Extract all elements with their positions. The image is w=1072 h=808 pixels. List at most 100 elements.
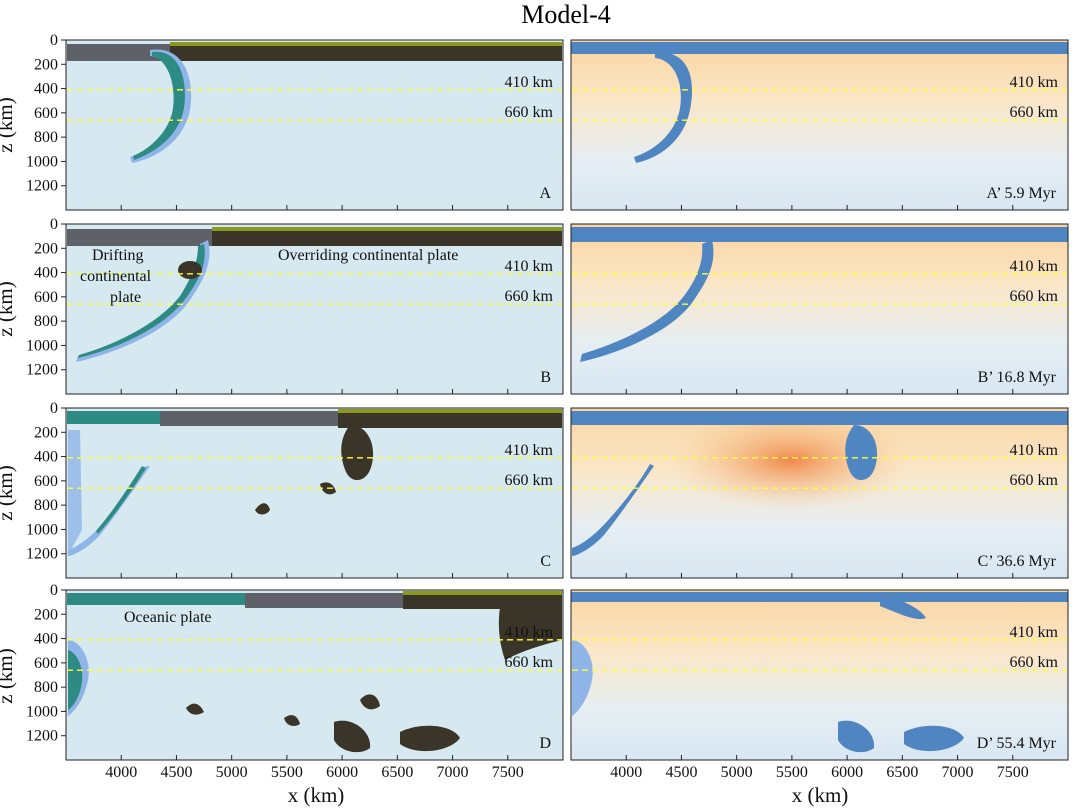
drifting-plate-label-1: Drifting	[92, 247, 144, 264]
y-tick-label: 1000	[26, 521, 58, 538]
panel-b	[65, 223, 564, 395]
drip-e	[360, 694, 380, 710]
depth-label-410: 410 km	[505, 74, 554, 91]
oceanic-plate-shape	[67, 411, 162, 424]
panel-label: B’ 16.8 Myr	[978, 369, 1057, 386]
x-tick-label: 6500	[381, 764, 413, 781]
y-tick-label: 800	[34, 129, 58, 146]
x-tick-label: 4500	[160, 764, 192, 781]
sediment-layer	[212, 227, 562, 231]
cold-drip-a	[838, 720, 875, 753]
y-tick-label: 800	[34, 497, 58, 514]
y-tick-label: 600	[34, 655, 58, 672]
overriding-plate-shape	[212, 229, 562, 246]
cold-lithosphere	[571, 411, 1068, 425]
y-tick-label: 800	[34, 313, 58, 330]
panel-a-prime-frame	[571, 40, 1068, 210]
slab-fringe	[68, 430, 82, 555]
y-tick-label: 200	[34, 240, 58, 257]
drifting-plate-shape	[160, 411, 340, 426]
drip-block	[341, 425, 374, 481]
panel-a-frame	[65, 39, 564, 211]
panel-a-prime	[570, 39, 1069, 211]
y-tick-label: 1000	[26, 703, 58, 720]
x-tick-label: 6500	[886, 764, 918, 781]
depth-label-660: 660 km	[1010, 472, 1059, 489]
sediment-layer	[403, 591, 562, 595]
cold-slab	[880, 596, 926, 620]
drifting-plate-shape	[245, 593, 405, 608]
depth-label-410: 410 km	[1010, 74, 1059, 91]
y-tick-label: 0	[50, 582, 58, 599]
depth-label-410: 410 km	[505, 442, 554, 459]
y-tick-label: 200	[34, 606, 58, 623]
overriding-plate-shape	[338, 411, 562, 428]
depth-label-410: 410 km	[505, 258, 554, 275]
x-tick-label: 7000	[437, 764, 469, 781]
panel-label: B	[540, 369, 551, 386]
cold-slab	[634, 51, 693, 163]
slab-core	[133, 51, 185, 160]
cold-slab-edge	[572, 640, 593, 716]
x-tick-label: 6000	[831, 764, 863, 781]
depth-label-660: 660 km	[1010, 104, 1059, 121]
x-tick-label: 7500	[492, 764, 524, 781]
depth-label-410: 410 km	[505, 624, 554, 641]
x-tick-label: 5500	[776, 764, 808, 781]
y-tick-label: 0	[50, 400, 58, 417]
x-tick-label: 7000	[942, 764, 974, 781]
panel-c-frame	[65, 407, 564, 579]
y-axis-label: z (km)	[0, 648, 17, 703]
x-axis-label: x (km)	[288, 783, 345, 807]
y-tick-label: 1000	[26, 153, 58, 170]
y-tick-label: 1200	[26, 178, 58, 195]
depth-label-660: 660 km	[505, 472, 554, 489]
drifting-plate-shape	[67, 229, 215, 246]
y-tick-label: 0	[50, 216, 58, 233]
depth-label-660: 660 km	[505, 288, 554, 305]
trench-block	[498, 600, 562, 660]
y-tick-label: 600	[34, 289, 58, 306]
panel-b-prime	[570, 223, 1069, 395]
slab-outer	[68, 466, 150, 556]
slab-core	[96, 466, 146, 534]
depth-label-410: 410 km	[1010, 258, 1059, 275]
sediment-layer	[338, 409, 562, 413]
y-tick-label: 200	[34, 56, 58, 73]
panel-b-frame	[65, 223, 564, 395]
overriding-plate-shape	[170, 44, 562, 61]
panel-d-prime-frame	[571, 590, 1068, 760]
panel-label: C’ 36.6 Myr	[978, 553, 1057, 570]
panel-a	[65, 39, 564, 211]
drip-a	[186, 703, 204, 715]
drifting-plate-label-3: plate	[110, 289, 141, 306]
y-axis-label: z (km)	[0, 97, 17, 152]
y-tick-label: 400	[34, 449, 58, 466]
panel-d-prime	[570, 589, 1069, 761]
x-tick-label: 7500	[997, 764, 1029, 781]
y-tick-label: 400	[34, 631, 58, 648]
x-tick-label: 4000	[610, 764, 642, 781]
oceanic-plate-shape	[67, 593, 247, 605]
panel-c	[65, 407, 564, 579]
panel-label: A’ 5.9 Myr	[987, 185, 1057, 202]
oceanic-plate-label: Oceanic plate	[124, 609, 212, 626]
y-tick-label: 800	[34, 679, 58, 696]
panel-label: D’ 55.4 Myr	[977, 735, 1057, 752]
cold-lithosphere	[571, 227, 1068, 242]
y-tick-label: 1000	[26, 337, 58, 354]
cold-slab	[580, 240, 714, 362]
cold-slab	[572, 464, 654, 556]
overriding-plate-shape	[403, 593, 562, 609]
depth-label-410: 410 km	[1010, 442, 1059, 459]
panel-d-frame	[65, 589, 564, 761]
depth-label-410: 410 km	[1010, 624, 1059, 641]
y-tick-label: 0	[50, 32, 58, 49]
slab-core	[68, 650, 83, 710]
y-tick-label: 1200	[26, 362, 58, 379]
drip-a	[255, 503, 270, 515]
y-axis-label: z (km)	[0, 465, 17, 520]
panel-label: A	[539, 185, 551, 202]
cold-lithosphere	[571, 42, 1068, 54]
